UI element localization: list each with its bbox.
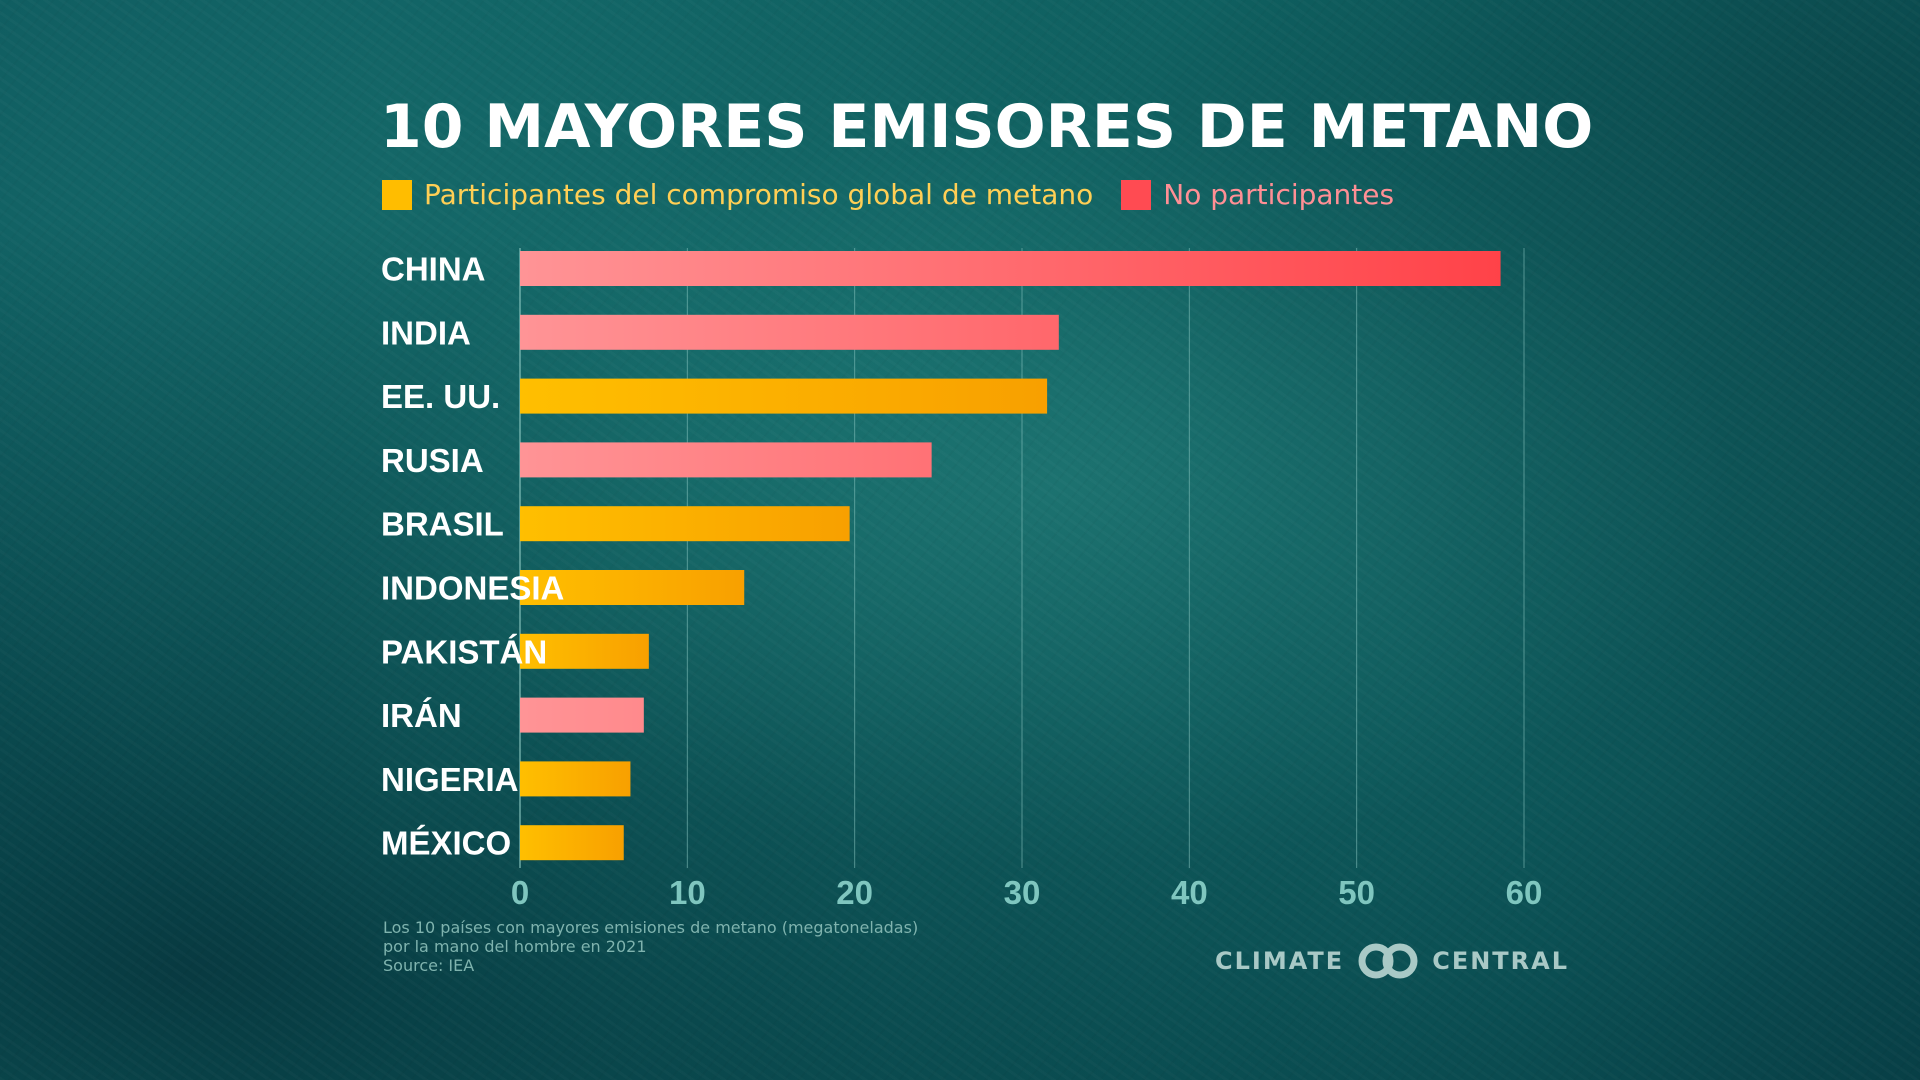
bar-china — [520, 251, 1501, 286]
legend-swatch-participants — [382, 179, 412, 210]
chart-footnote: Los 10 países con mayores emisiones de m… — [383, 918, 918, 975]
category-label: NIGERIA — [381, 761, 519, 798]
x-tick-label-50: 50 — [1338, 874, 1375, 911]
x-tick-label-10: 10 — [669, 874, 706, 911]
category-label: MÉXICO — [381, 825, 511, 862]
x-tick-label-30: 30 — [1004, 874, 1041, 911]
category-label: INDIA — [381, 314, 471, 351]
gridlines — [519, 248, 1525, 868]
category-label: IRÁN — [381, 697, 462, 734]
category-label: CHINA — [381, 251, 486, 288]
bar-méxico — [520, 825, 624, 861]
brand-word-right: CENTRAL — [1432, 947, 1570, 975]
legend-label-non-participants: No participantes — [1163, 178, 1395, 211]
x-tick-label-20: 20 — [836, 874, 873, 911]
category-label: INDONESIA — [381, 570, 564, 607]
chart-legend: Participantes del compromiso global de m… — [382, 178, 1422, 211]
category-label: RUSIA — [381, 442, 484, 479]
x-axis-ticks: 0 10 20 30 40 50 60 — [511, 874, 1543, 911]
legend-label-participants: Participantes del compromiso global de m… — [424, 178, 1094, 211]
bars — [520, 251, 1501, 861]
bar-brasil — [520, 506, 850, 542]
footnote-source: Source: IEA — [383, 956, 475, 975]
bar-indonesia — [520, 570, 745, 605]
x-tick-label-0: 0 — [511, 874, 529, 911]
chart-title: 10 MAYORES EMISORES DE METANO — [380, 92, 1594, 162]
bar-nigeria — [520, 761, 631, 797]
category-label: EE. UU. — [381, 378, 500, 415]
legend-item-non-participants: No participantes — [1121, 178, 1394, 211]
category-label: PAKISTÁN — [381, 633, 547, 670]
brand-logo: CLIMATE CENTRAL — [1215, 942, 1569, 980]
bar-rusia — [520, 442, 932, 478]
footnote-line-2: por la mano del hombre en 2021 — [383, 937, 647, 956]
brand-word-left: CLIMATE — [1215, 947, 1345, 975]
bar-ee-uu- — [520, 378, 1048, 414]
category-labels: CHINA INDIA EE. UU. RUSIA BRASIL INDONESIA PAK… — [381, 251, 564, 862]
x-tick-label-60: 60 — [1506, 874, 1543, 911]
bar-pakistán — [520, 633, 649, 669]
category-label: BRASIL — [381, 506, 504, 543]
x-tick-label-40: 40 — [1171, 874, 1208, 911]
interlocking-rings-icon — [1358, 943, 1418, 979]
footnote-line-1: Los 10 países con mayores emisiones de m… — [383, 918, 919, 937]
bar-india — [520, 314, 1059, 350]
legend-swatch-non-participants — [1121, 179, 1152, 210]
legend-item-participants: Participantes del compromiso global de m… — [382, 178, 1093, 211]
bar-irán — [520, 697, 644, 733]
